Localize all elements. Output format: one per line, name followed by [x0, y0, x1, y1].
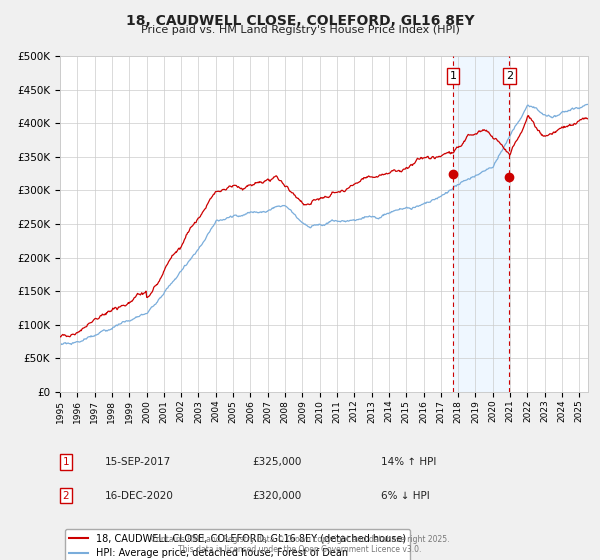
Text: £320,000: £320,000: [252, 491, 301, 501]
Text: 14% ↑ HPI: 14% ↑ HPI: [381, 457, 436, 467]
Text: 18, CAUDWELL CLOSE, COLEFORD, GL16 8EY: 18, CAUDWELL CLOSE, COLEFORD, GL16 8EY: [125, 14, 475, 28]
Text: 1: 1: [449, 71, 457, 81]
Text: Contains HM Land Registry data © Crown copyright and database right 2025.
This d: Contains HM Land Registry data © Crown c…: [151, 535, 449, 554]
Text: 16-DEC-2020: 16-DEC-2020: [105, 491, 174, 501]
Text: 1: 1: [62, 457, 70, 467]
Text: £325,000: £325,000: [252, 457, 301, 467]
Legend: 18, CAUDWELL CLOSE, COLEFORD, GL16 8EY (detached house), HPI: Average price, det: 18, CAUDWELL CLOSE, COLEFORD, GL16 8EY (…: [65, 529, 410, 560]
Text: 2: 2: [506, 71, 513, 81]
Text: 6% ↓ HPI: 6% ↓ HPI: [381, 491, 430, 501]
Text: Price paid vs. HM Land Registry's House Price Index (HPI): Price paid vs. HM Land Registry's House …: [140, 25, 460, 35]
Text: 2: 2: [62, 491, 70, 501]
Text: 15-SEP-2017: 15-SEP-2017: [105, 457, 171, 467]
